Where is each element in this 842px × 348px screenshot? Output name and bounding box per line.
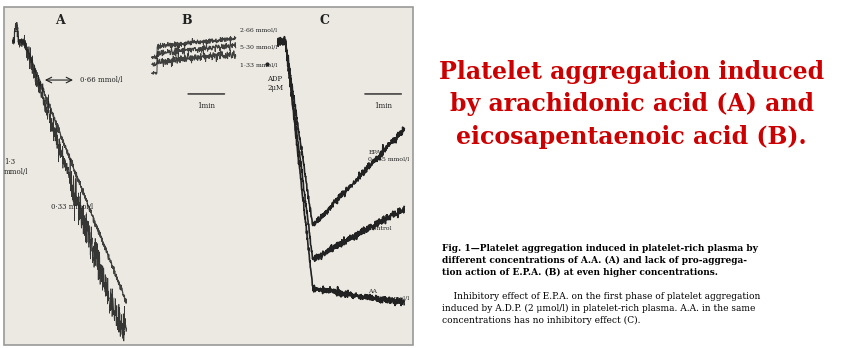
Text: A: A bbox=[55, 14, 65, 27]
Text: AA
0·065 mmol/l: AA 0·065 mmol/l bbox=[369, 290, 409, 300]
Text: Fig. 1—Platelet aggregation induced in platelet-rich plasma by
different concent: Fig. 1—Platelet aggregation induced in p… bbox=[442, 244, 758, 277]
Text: 5·30 mmol/l: 5·30 mmol/l bbox=[240, 45, 277, 50]
Text: 1min: 1min bbox=[374, 102, 392, 110]
Text: B: B bbox=[181, 14, 192, 27]
Text: 1·3
mmol/l: 1·3 mmol/l bbox=[4, 158, 29, 176]
Text: 0·66 mmol/l: 0·66 mmol/l bbox=[80, 76, 122, 84]
FancyBboxPatch shape bbox=[4, 7, 413, 345]
Text: ADP
2μM: ADP 2μM bbox=[268, 75, 284, 92]
Text: C: C bbox=[320, 14, 330, 27]
Text: EPA
0·065 mmol/l: EPA 0·065 mmol/l bbox=[369, 150, 409, 161]
Text: 1·33 mmol/l: 1·33 mmol/l bbox=[240, 62, 277, 67]
Text: Inhibitory effect of E.P.A. on the first phase of platelet aggregation
induced b: Inhibitory effect of E.P.A. on the first… bbox=[442, 292, 760, 325]
Text: 1min: 1min bbox=[197, 102, 216, 110]
Text: 0·33 mmol/l: 0·33 mmol/l bbox=[51, 203, 93, 211]
Text: Control: Control bbox=[369, 226, 392, 231]
Text: 2·66 mmol/l: 2·66 mmol/l bbox=[240, 27, 277, 32]
Text: Platelet aggregation induced
by arachidonic acid (A) and
eicosapentaenoic acid (: Platelet aggregation induced by arachido… bbox=[439, 60, 824, 149]
